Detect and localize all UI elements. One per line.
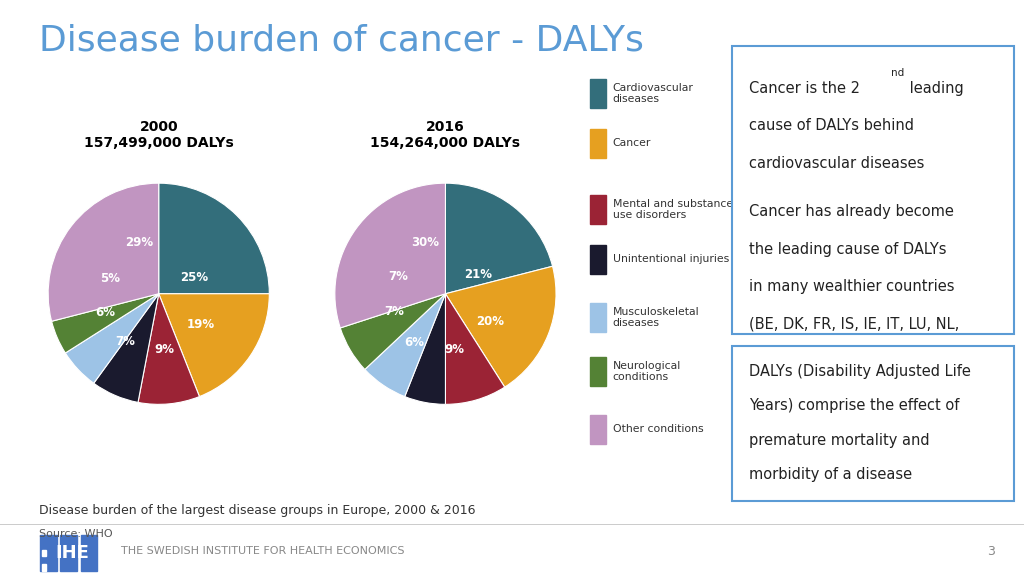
Text: Source: WHO: Source: WHO	[39, 529, 113, 539]
Bar	[42, 550, 46, 556]
Bar	[590, 415, 606, 444]
Wedge shape	[51, 294, 159, 353]
FancyBboxPatch shape	[732, 46, 1014, 334]
Text: 6%: 6%	[95, 306, 116, 319]
Bar	[590, 303, 606, 332]
Text: 6%: 6%	[404, 336, 425, 349]
FancyBboxPatch shape	[732, 346, 1014, 501]
Wedge shape	[340, 294, 445, 369]
Wedge shape	[445, 266, 556, 387]
Text: Disease burden of cancer - DALYs: Disease burden of cancer - DALYs	[39, 23, 644, 57]
Bar	[590, 357, 606, 386]
Text: IHE: IHE	[55, 544, 89, 562]
Text: 5%: 5%	[100, 272, 120, 285]
Text: 19%: 19%	[186, 318, 215, 331]
Text: THE SWEDISH INSTITUTE FOR HEALTH ECONOMICS: THE SWEDISH INSTITUTE FOR HEALTH ECONOMI…	[121, 546, 404, 556]
Bar	[60, 535, 77, 571]
Text: Disease burden of the largest disease groups in Europe, 2000 & 2016: Disease burden of the largest disease gr…	[39, 504, 475, 517]
Text: morbidity of a disease: morbidity of a disease	[749, 467, 912, 482]
Text: cardiovascular diseases: cardiovascular diseases	[749, 156, 925, 170]
Text: 9%: 9%	[155, 343, 174, 355]
Text: in many wealthier countries: in many wealthier countries	[749, 279, 954, 294]
Bar	[81, 535, 97, 571]
Wedge shape	[159, 294, 269, 397]
Text: premature mortality and: premature mortality and	[749, 433, 930, 448]
Wedge shape	[365, 294, 445, 397]
Wedge shape	[335, 183, 445, 328]
Text: the leading cause of DALYs: the leading cause of DALYs	[749, 242, 946, 257]
Bar	[590, 129, 606, 158]
Text: Cancer is the 2: Cancer is the 2	[749, 81, 860, 96]
Title: 2000
157,499,000 DALYs: 2000 157,499,000 DALYs	[84, 120, 233, 150]
Text: Cardiovascular
diseases: Cardiovascular diseases	[612, 83, 693, 104]
Bar	[42, 564, 46, 571]
Text: Mental and substance
use disorders: Mental and substance use disorders	[612, 199, 733, 221]
Wedge shape	[445, 183, 553, 294]
Wedge shape	[94, 294, 159, 403]
Text: Cancer: Cancer	[612, 138, 651, 148]
Title: 2016
154,264,000 DALYs: 2016 154,264,000 DALYs	[371, 120, 520, 150]
Text: Neurological
conditions: Neurological conditions	[612, 361, 681, 382]
Text: 7%: 7%	[388, 270, 408, 283]
Text: cause of DALYs behind: cause of DALYs behind	[749, 118, 914, 133]
Bar	[590, 195, 606, 224]
Bar	[590, 245, 606, 274]
Text: Unintentional injuries: Unintentional injuries	[612, 255, 729, 264]
Text: (BE, DK, FR, IS, IE, IT, LU, NL,: (BE, DK, FR, IS, IE, IT, LU, NL,	[749, 317, 959, 332]
Text: 9%: 9%	[444, 343, 464, 355]
Text: 3: 3	[987, 545, 995, 558]
Text: 30%: 30%	[412, 236, 439, 249]
Text: 7%: 7%	[385, 305, 404, 318]
Text: NO, PT, SI, ES, CH, UK): NO, PT, SI, ES, CH, UK)	[749, 354, 914, 369]
Text: 25%: 25%	[180, 271, 208, 283]
Text: Cancer has already become: Cancer has already become	[749, 204, 954, 219]
Wedge shape	[159, 183, 269, 294]
Text: Years) comprise the effect of: Years) comprise the effect of	[749, 399, 959, 414]
Text: DALYs (Disability Adjusted Life: DALYs (Disability Adjusted Life	[749, 364, 971, 379]
Wedge shape	[66, 294, 159, 383]
Wedge shape	[404, 294, 445, 404]
Text: Musculoskeletal
diseases: Musculoskeletal diseases	[612, 306, 699, 328]
Wedge shape	[445, 294, 505, 404]
Text: nd: nd	[891, 67, 904, 78]
Bar	[590, 79, 606, 108]
Text: leading: leading	[905, 81, 964, 96]
Text: 21%: 21%	[465, 268, 493, 282]
Text: 29%: 29%	[125, 236, 153, 249]
Wedge shape	[138, 294, 200, 404]
Text: Other conditions: Other conditions	[612, 425, 703, 434]
Text: 20%: 20%	[476, 315, 504, 328]
Wedge shape	[48, 183, 159, 321]
Bar	[40, 535, 56, 571]
Text: 7%: 7%	[116, 335, 135, 348]
